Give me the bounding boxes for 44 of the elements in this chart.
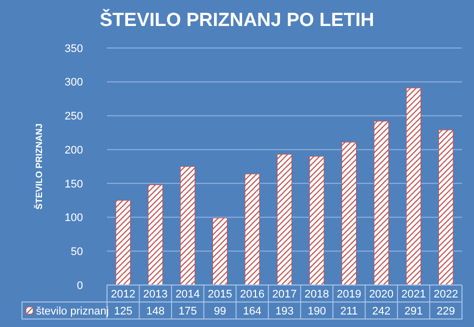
- bar: [438, 130, 454, 286]
- bar: [406, 88, 422, 286]
- bar: [276, 154, 292, 286]
- bar: [374, 120, 389, 286]
- x-tick-label: 2018: [304, 288, 330, 300]
- data-label: 175: [178, 305, 197, 318]
- data-label: 291: [404, 305, 423, 318]
- y-tick-label: 0: [76, 280, 83, 292]
- y-tick-label: 100: [64, 212, 83, 224]
- x-tick-label: 2013: [143, 288, 168, 300]
- bar: [341, 142, 357, 286]
- data-label: 229: [436, 305, 456, 318]
- chart-title: ŠTEVILO PRIZNANJ PO LETIH: [100, 8, 374, 31]
- data-label: 190: [308, 305, 326, 318]
- x-tick-label: 2014: [175, 288, 200, 300]
- x-tick-label: 2015: [208, 288, 232, 300]
- y-tick-label: 200: [64, 144, 83, 156]
- bar: [212, 218, 228, 286]
- data-label: 211: [340, 305, 358, 318]
- data-label: 193: [275, 305, 294, 318]
- data-label: 164: [243, 305, 262, 318]
- y-tick-label: 350: [64, 42, 83, 55]
- bar: [309, 156, 324, 286]
- data-label: 148: [146, 305, 165, 318]
- bar: [244, 174, 260, 286]
- x-tick-label: 2022: [434, 288, 458, 300]
- bar: [148, 184, 163, 286]
- y-tick-label: 250: [64, 110, 83, 123]
- x-tick-label: 2017: [272, 288, 297, 300]
- data-label: 125: [114, 305, 132, 318]
- x-tick-label: 2019: [336, 288, 362, 300]
- data-label: 99: [214, 305, 226, 318]
- bar: [180, 166, 196, 286]
- data-label: 242: [372, 305, 390, 318]
- bar: [116, 200, 131, 286]
- y-tick-label: 150: [64, 178, 83, 190]
- x-tick-label: 2021: [401, 288, 426, 300]
- x-tick-label: 2020: [369, 288, 394, 300]
- x-tick-label: 2016: [240, 288, 264, 300]
- y-tick-label: 50: [70, 246, 83, 258]
- x-tick-label: 2012: [110, 288, 136, 300]
- y-axis-title: ŠTEVILO PRIZNANJ: [33, 123, 44, 210]
- legend-label: število priznanj: [36, 305, 109, 318]
- y-tick-label: 300: [64, 76, 83, 89]
